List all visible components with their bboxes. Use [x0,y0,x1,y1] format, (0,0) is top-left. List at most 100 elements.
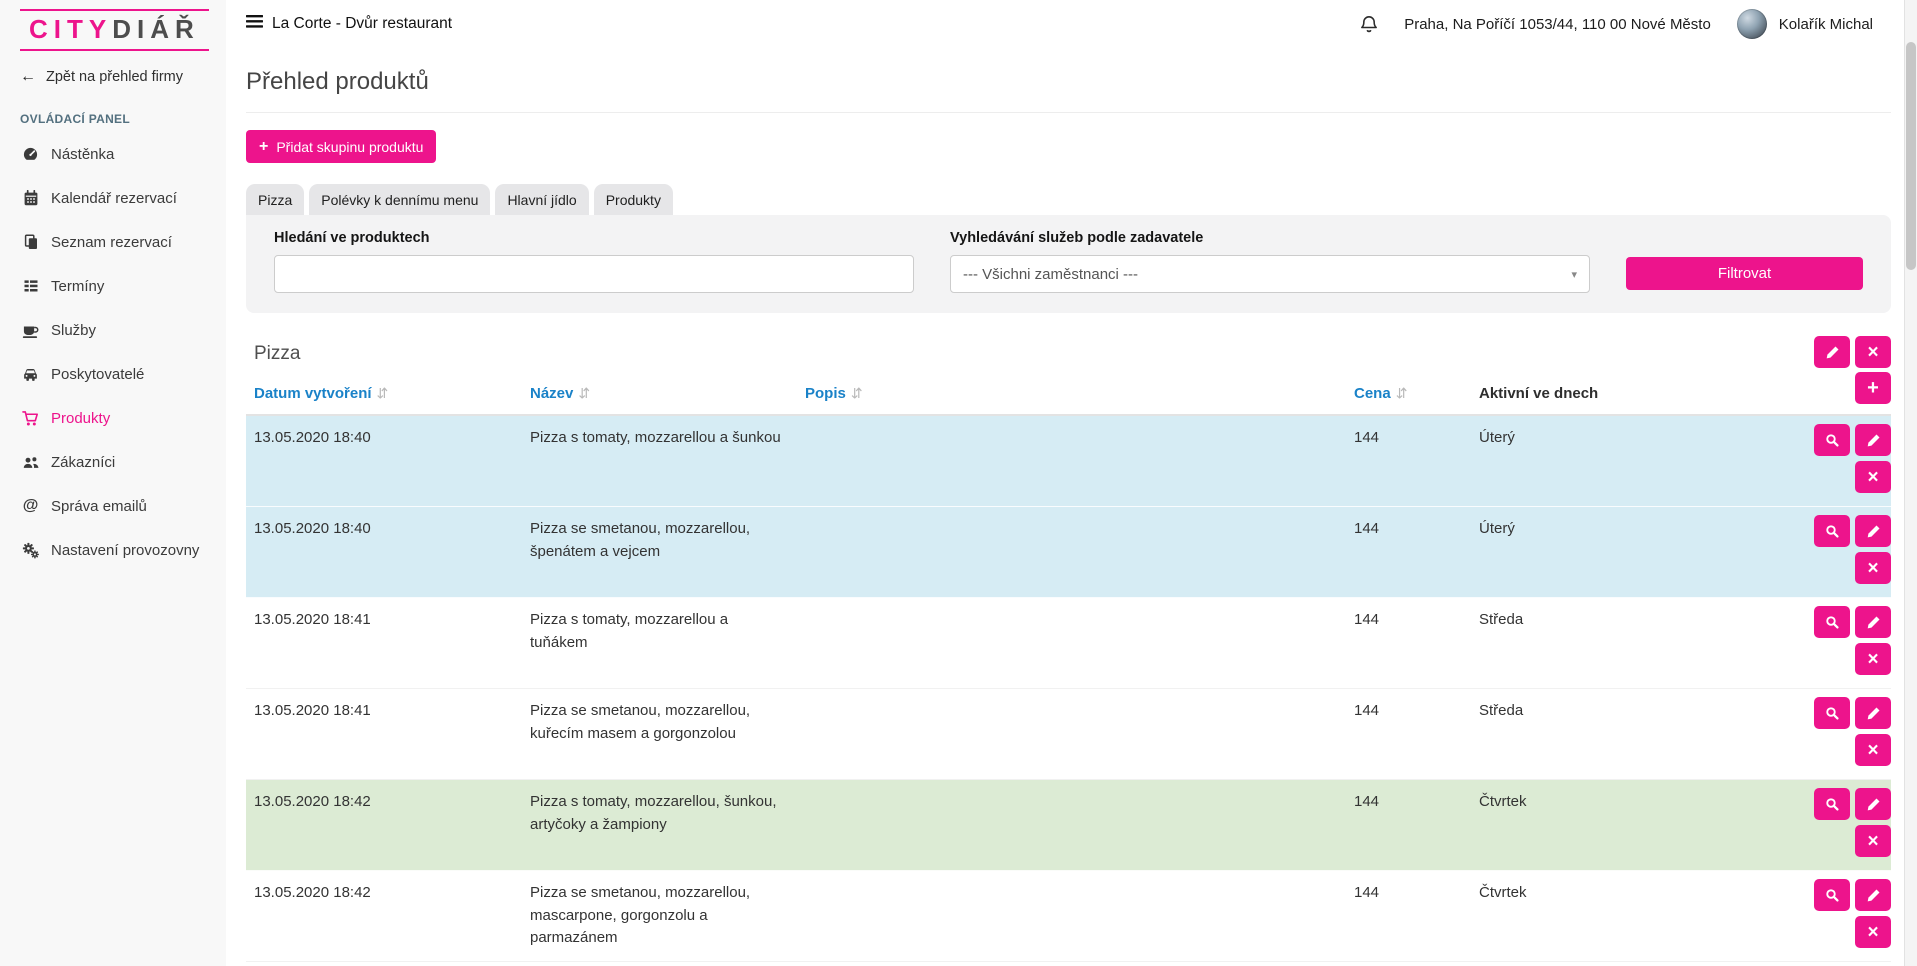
restaurant-switcher[interactable]: La Corte - Dvůr restaurant [246,15,452,33]
tab-produkty[interactable]: Produkty [593,184,673,215]
back-to-companies-link[interactable]: ← Zpět na přehled firmy [0,51,226,86]
column-header-description[interactable]: Popis ⇵ [805,385,863,402]
cell-name: Pizza s tomaty, mozzarellou a tuňákem [530,611,729,651]
sidebar-item-zakaznici[interactable]: Zákazníci [0,440,226,484]
cell-description [797,689,1346,779]
view-product-button[interactable] [1814,788,1850,820]
edit-product-button[interactable] [1855,515,1891,547]
cell-date: 13.05.2020 18:42 [254,884,371,901]
table-row: 13.05.2020 18:41 Pizza s tomaty, mozzare… [246,598,1891,689]
add-product-group-label: Přidat skupinu produktu [276,138,424,155]
view-product-button[interactable] [1814,697,1850,729]
sidebar-item-label: Nastavení provozovny [51,541,200,559]
cell-price: 144 [1354,520,1380,537]
column-header-date[interactable]: Datum vytvoření ⇵ [254,385,389,402]
tab-hlavni-jidlo[interactable]: Hlavní jídlo [495,184,589,215]
sidebar-section-title: OVLÁDACÍ PANEL [20,112,130,126]
delete-group-button[interactable]: × [1855,336,1891,368]
sort-icon: ⇵ [1395,385,1408,401]
add-product-group-button[interactable]: + Přidat skupinu produktu [246,130,437,163]
sort-icon: ⇵ [376,385,389,401]
sidebar-item-label: Produkty [51,409,111,427]
sidebar-item-label: Kalendář rezervací [51,189,177,207]
provider-select-value: --- Všichni zaměstnanci --- [963,265,1139,283]
group-actions: × + [1814,336,1891,404]
group-title: Pizza [254,343,301,364]
tab-polevky[interactable]: Polévky k dennímu menu [309,184,491,215]
sidebar-item-produkty[interactable]: Produkty [0,396,226,440]
cell-active-days: Čtvrtek [1479,884,1527,901]
tab-pizza[interactable]: Pizza [246,184,305,215]
sidebar-item-poskytovatele[interactable]: Poskytovatelé [0,352,226,396]
edit-product-button[interactable] [1855,424,1891,456]
main-area: La Corte - Dvůr restaurant Praha, Na Poř… [226,0,1917,966]
delete-product-button[interactable]: × [1855,643,1891,675]
menu-icon [246,15,263,33]
scrollbar-thumb[interactable] [1906,42,1916,270]
sidebar-item-label: Služby [51,321,97,339]
plus-icon: + [259,137,269,155]
scrollbar[interactable] [1904,0,1917,966]
sidebar-item-sprava-emailu[interactable]: @ Správa emailů [0,484,226,528]
topbar: La Corte - Dvůr restaurant Praha, Na Poř… [226,0,1917,48]
search-label: Hledání ve produktech [274,230,430,246]
edit-product-button[interactable] [1855,788,1891,820]
add-product-button[interactable]: + [1855,372,1891,404]
cell-price: 144 [1354,793,1380,810]
row-actions: × [1701,871,1891,961]
sidebar-item-seznam-rezervaci[interactable]: Seznam rezervací [0,220,226,264]
cell-date: 13.05.2020 18:42 [254,793,371,810]
edit-product-button[interactable] [1855,606,1891,638]
cell-price: 144 [1354,611,1380,628]
close-icon: × [1867,466,1879,488]
delete-product-button[interactable]: × [1855,825,1891,857]
column-header-name[interactable]: Název ⇵ [530,385,591,402]
sidebar-item-nastenka[interactable]: Nástěnka [0,132,226,176]
at-icon: @ [22,497,39,514]
sidebar-item-sluzby[interactable]: Služby [0,308,226,352]
delete-product-button[interactable]: × [1855,552,1891,584]
sidebar-item-kalendar-rezervaci[interactable]: Kalendář rezervací [0,176,226,220]
product-group-tabs: Pizza Polévky k dennímu menu Hlavní jídl… [246,184,1891,215]
cell-date: 13.05.2020 18:41 [254,702,371,719]
view-product-button[interactable] [1814,606,1850,638]
sidebar-nav: Nástěnka Kalendář rezervací Seznam rezer… [0,132,226,572]
user-menu[interactable]: Kolařík Michal [1736,9,1873,39]
cell-name: Pizza s tomaty, mozzarellou, šunkou, art… [530,793,777,833]
edit-product-button[interactable] [1855,697,1891,729]
edit-product-button[interactable] [1855,879,1891,911]
gears-icon [21,542,40,559]
product-search-input[interactable] [274,255,914,293]
logo-text-diar: DIÁŘ [112,14,200,44]
restaurant-address: Praha, Na Poříčí 1053/44, 110 00 Nové Mě… [1404,15,1711,33]
column-header-active-days: Aktivní ve dnech [1479,385,1599,402]
cell-price: 144 [1354,884,1380,901]
filter-panel: Hledání ve produktech Vyhledávání služeb… [246,215,1891,313]
provider-select[interactable]: --- Všichni zaměstnanci --- ▾ [950,255,1590,293]
list-icon [21,278,40,294]
delete-product-button[interactable]: × [1855,734,1891,766]
cell-date: 13.05.2020 18:41 [254,611,371,628]
coffee-icon [21,322,40,339]
user-name: Kolařík Michal [1778,15,1873,33]
sidebar-item-terminy[interactable]: Termíny [0,264,226,308]
delete-product-button[interactable]: × [1855,461,1891,493]
sidebar-item-label: Poskytovatelé [51,365,145,383]
cell-active-days: Úterý [1479,520,1515,537]
cell-active-days: Čtvrtek [1479,793,1527,810]
dashboard-icon [21,146,40,163]
filter-button[interactable]: Filtrovat [1626,257,1863,290]
bell-icon[interactable] [1360,15,1378,34]
cell-description [797,416,1346,506]
column-header-price[interactable]: Cena ⇵ [1354,385,1408,402]
cell-description [797,507,1346,597]
delete-product-button[interactable]: × [1855,916,1891,948]
view-product-button[interactable] [1814,424,1850,456]
edit-group-button[interactable] [1814,336,1850,368]
sidebar-item-nastaveni-provozovny[interactable]: Nastavení provozovny [0,528,226,572]
cell-price: 144 [1354,702,1380,719]
view-product-button[interactable] [1814,879,1850,911]
logo-text-city: CITY [29,14,113,44]
view-product-button[interactable] [1814,515,1850,547]
